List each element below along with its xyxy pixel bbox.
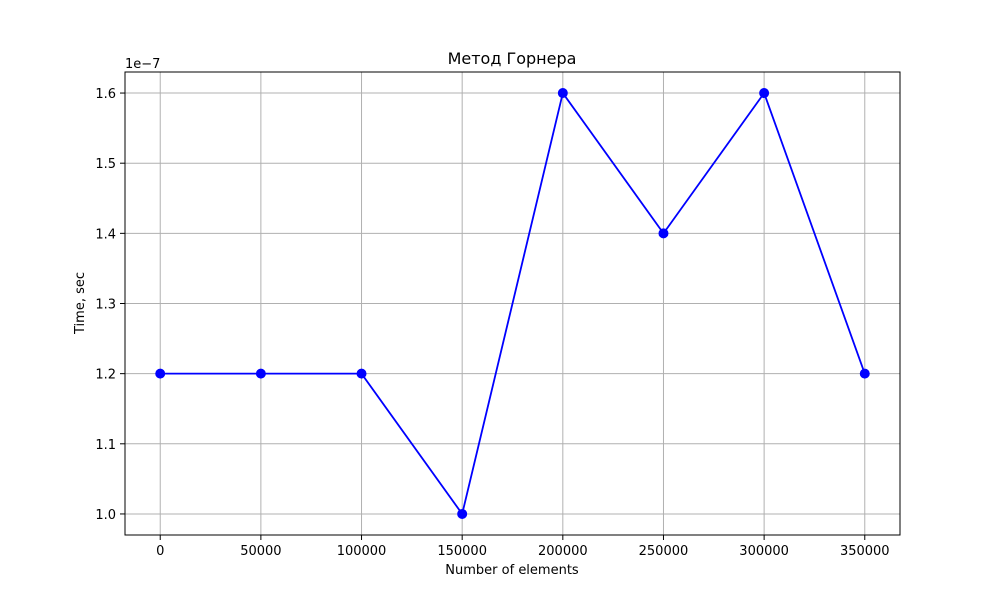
y-tick-label: 1.0 bbox=[95, 508, 116, 523]
chart-title: Метод Горнера bbox=[448, 49, 577, 68]
x-tick-label: 300000 bbox=[739, 544, 789, 559]
ticks-layer: 0 50000 100000 150000 200000 250000 300000 3500… bbox=[95, 87, 889, 559]
x-tick-label: 100000 bbox=[337, 544, 387, 559]
series-layer bbox=[155, 88, 870, 519]
labels-layer: Метод Горнера Number of elements Time, s… bbox=[73, 49, 579, 578]
y-tick-label: 1.1 bbox=[95, 438, 116, 453]
y-tick-label: 1.6 bbox=[95, 87, 116, 102]
y-tick-label: 1.5 bbox=[95, 157, 116, 172]
series-line bbox=[160, 92, 866, 515]
x-tick-label: 0 bbox=[156, 544, 164, 559]
x-tick-label: 350000 bbox=[840, 544, 890, 559]
data-point bbox=[557, 88, 568, 99]
x-tick-label: 200000 bbox=[538, 544, 588, 559]
data-point bbox=[356, 368, 367, 379]
data-point bbox=[859, 368, 870, 379]
x-axis-label: Number of elements bbox=[445, 563, 579, 578]
x-tick-label: 150000 bbox=[437, 544, 487, 559]
y-tick-label: 1.2 bbox=[95, 368, 116, 383]
data-point bbox=[457, 508, 468, 519]
data-point bbox=[658, 228, 669, 239]
data-point bbox=[759, 88, 770, 99]
y-axis-label: Time, sec bbox=[73, 272, 88, 335]
data-point bbox=[155, 368, 166, 379]
x-tick-label: 50000 bbox=[240, 544, 281, 559]
data-point bbox=[255, 368, 266, 379]
x-tick-label: 250000 bbox=[639, 544, 689, 559]
y-offset-text: 1e−7 bbox=[125, 57, 160, 72]
y-tick-label: 1.3 bbox=[95, 298, 116, 313]
y-tick-label: 1.4 bbox=[95, 227, 116, 242]
